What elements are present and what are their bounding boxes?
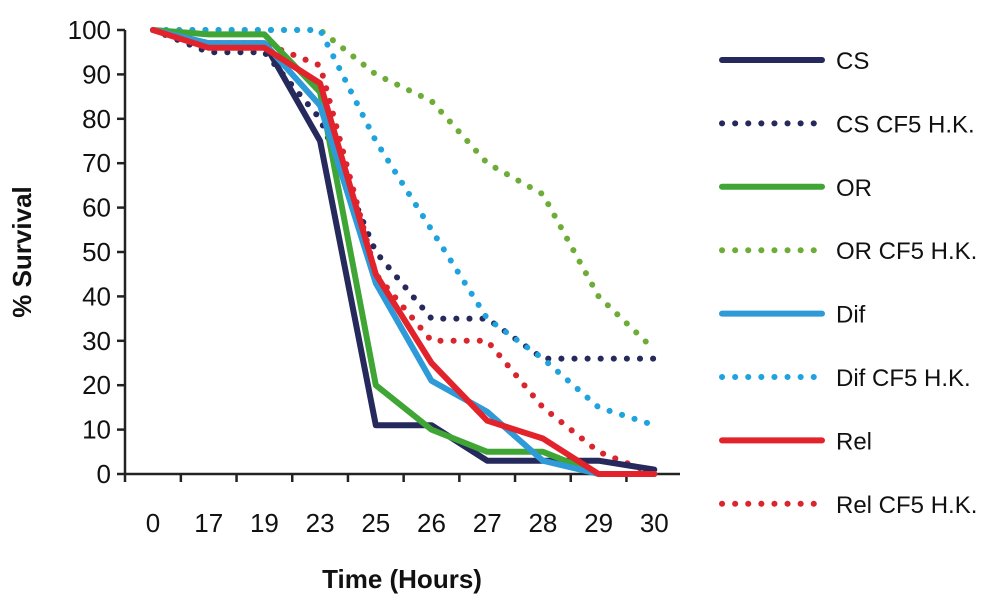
y-tick-label: 20 bbox=[82, 370, 111, 400]
x-tick-label: 0 bbox=[146, 508, 160, 538]
legend-label-rel: Rel bbox=[836, 428, 872, 455]
legend: CS CS CF5 H.K. OR OR CF5 H.K. Dif Dif CF5 H.K… bbox=[719, 48, 977, 519]
y-tick-label: 0 bbox=[97, 459, 111, 489]
y-tick-label: 30 bbox=[82, 326, 111, 356]
legend-label-dif-cf5-h-k: Dif CF5 H.K. bbox=[836, 365, 971, 392]
series-line-dif-cf5-h-k bbox=[150, 27, 658, 429]
x-tick-label: 25 bbox=[361, 508, 390, 538]
x-tick-label: 28 bbox=[528, 508, 557, 538]
axes: 0 10 20 30 40 50 60 70 80 90 100 0 17 19 23 25 26 27 28 29 3… bbox=[68, 15, 680, 538]
y-axis-title: % Survival bbox=[7, 186, 37, 318]
y-tick-label: 60 bbox=[82, 193, 111, 223]
series-line-rel-cf5-h-k bbox=[150, 27, 658, 477]
y-tick-label: 10 bbox=[82, 415, 111, 445]
y-tick-label: 40 bbox=[82, 281, 111, 311]
y-tick-label: 50 bbox=[82, 237, 111, 267]
series-line-cs-cf5-h-k bbox=[150, 27, 658, 362]
legend-label-or-cf5-h-k: OR CF5 H.K. bbox=[836, 238, 977, 265]
x-tick-label: 26 bbox=[417, 508, 446, 538]
x-tick-label: 23 bbox=[306, 508, 335, 538]
x-tick-label: 19 bbox=[250, 508, 279, 538]
x-axis-title: Time (Hours) bbox=[322, 564, 482, 594]
legend-label-cs-cf5-h-k: CS CF5 H.K. bbox=[836, 111, 975, 138]
y-tick-label: 80 bbox=[82, 104, 111, 134]
y-tick-label: 70 bbox=[82, 148, 111, 178]
series-line-or-cf5-h-k bbox=[150, 27, 658, 353]
series-line-rel bbox=[150, 27, 658, 477]
y-tick-label: 90 bbox=[82, 59, 111, 89]
series-lines bbox=[150, 27, 658, 477]
x-tick-label: 30 bbox=[640, 508, 669, 538]
legend-label-cs: CS bbox=[836, 48, 869, 75]
series-line-dif bbox=[150, 27, 658, 477]
y-tick-label: 100 bbox=[68, 15, 111, 45]
legend-label-dif: Dif bbox=[836, 302, 866, 329]
series-line-or bbox=[150, 27, 658, 477]
x-tick-label: 29 bbox=[584, 508, 613, 538]
x-tick-label: 17 bbox=[194, 508, 223, 538]
legend-label-rel-cf5-h-k: Rel CF5 H.K. bbox=[836, 492, 977, 519]
x-tick-label: 27 bbox=[473, 508, 502, 538]
legend-label-or: OR bbox=[836, 175, 872, 202]
